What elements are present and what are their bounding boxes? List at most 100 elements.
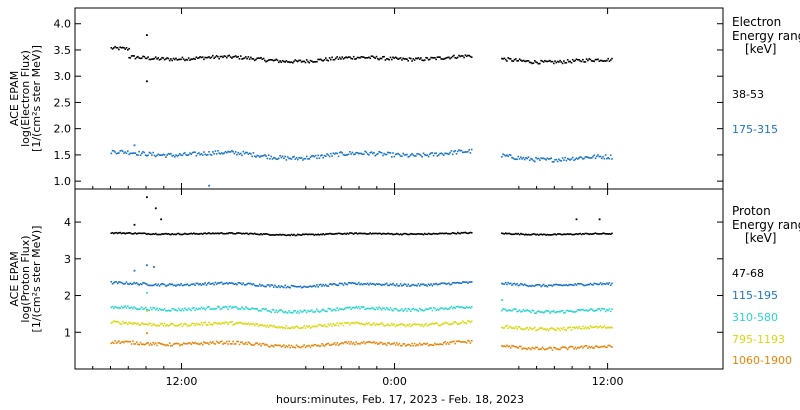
data-point-1060-1900 [449,341,451,343]
data-point-38-53 [434,57,436,59]
data-point-795-1193 [439,324,441,327]
data-point-38-53 [425,56,427,59]
data-point-47-68 [359,232,361,235]
data-point-175-315 [515,158,517,161]
data-point-47-68 [556,233,559,235]
data-point-47-68 [551,233,554,236]
data-point-795-1193 [231,321,233,323]
data-point-175-315 [180,154,182,156]
data-point-1060-1900 [430,343,432,346]
data-point-47-68 [544,233,546,236]
data-point-115-195 [449,283,451,286]
data-point-1060-1900 [247,341,250,344]
data-point-38-53 [416,57,418,60]
data-point-38-53 [541,60,544,62]
data-point-175-315 [577,158,579,160]
data-point-310-580 [170,309,172,312]
data-point-115-195 [212,282,214,285]
data-point-1060-1900 [513,345,516,348]
data-point-1060-1900 [170,345,172,347]
data-point-175-315 [385,153,388,156]
data-point-1060-1900 [539,348,541,350]
data-point-310-580 [259,309,261,312]
data-point-795-1193 [172,323,175,326]
data-point-795-1193 [264,324,266,327]
data-point-1060-1900 [596,345,598,347]
data-point-38-53 [555,61,558,64]
data-point-47-68 [550,234,552,236]
data-point-38-53 [186,59,189,61]
data-point-38-53 [336,56,338,58]
data-point-175-315 [233,152,236,155]
data-point-310-580 [337,309,340,312]
data-point-310-580 [166,310,168,312]
data-point-38-53 [501,57,503,60]
data-point-1060-1900 [547,347,550,349]
data-point-310-580 [526,309,528,311]
data-point-175-315 [426,154,429,156]
data-point-115-195 [218,282,220,284]
data-point-795-1193 [207,324,209,326]
data-point-175-315 [549,157,551,160]
data-point-175-315 [573,159,575,162]
data-point-38-53 [206,56,209,59]
data-point-310-580 [187,307,190,310]
data-point-310-580 [396,308,398,311]
data-point-115-195 [368,284,370,286]
data-point-115-195 [347,282,350,284]
data-point-1060-1900 [124,340,127,343]
data-point-795-1193 [566,327,569,329]
data-point-1060-1900 [578,347,580,349]
data-point-310-580 [537,310,540,312]
data-point-47-68 [167,233,170,235]
data-point-310-580 [555,311,558,313]
data-point-38-53 [377,57,379,60]
data-point-38-53 [547,60,550,62]
data-point-115-195 [426,285,429,287]
data-point-115-195 [215,283,218,285]
data-point-47-68 [571,233,574,236]
data-point-47-68 [311,233,313,236]
data-point-47-68 [123,232,125,234]
data-point-795-1193 [125,321,128,324]
data-point-115-195 [413,284,416,287]
data-point-175-315 [449,151,451,154]
data-point-1060-1900 [531,346,533,349]
data-point-310-580 [365,308,368,310]
data-point-115-195 [528,284,531,287]
data-point-38-53 [465,55,468,58]
data-point-1060-1900 [549,346,551,349]
data-point-175-315 [196,152,199,155]
data-point-115-195 [566,284,569,287]
data-point-38-53 [247,56,250,58]
data-point-310-580 [577,309,579,311]
data-point-795-1193 [120,323,123,325]
data-point-47-68 [599,233,602,235]
data-point-38-53 [214,56,217,58]
data-point-1060-1900 [148,344,151,346]
data-point-795-1193 [501,326,503,329]
data-point-1060-1900 [441,343,444,346]
data-point-1060-1900 [425,343,427,345]
data-point-310-580 [328,307,331,310]
data-point-310-580 [205,307,208,310]
data-point-795-1193 [220,322,223,324]
data-point-310-580 [327,307,330,310]
data-point-47-68 [113,232,115,235]
data-point-795-1193 [611,327,613,329]
data-point-1060-1900 [377,343,379,345]
data-point-1060-1900 [521,348,523,350]
data-point-1060-1900 [436,343,439,345]
data-point-795-1193 [181,325,184,328]
data-point-795-1193 [193,323,195,325]
data-point-795-1193 [128,321,130,324]
data-point-47-68 [401,233,403,236]
data-point-47-68 [578,233,580,235]
legend-title-line: Proton [732,204,771,218]
data-point-310-580 [186,309,189,311]
data-point-1060-1900 [130,343,133,345]
data-point-175-315 [338,151,341,154]
data-point-175-315 [245,151,247,154]
data-point-310-580 [181,308,184,310]
data-point-310-580 [179,309,181,311]
